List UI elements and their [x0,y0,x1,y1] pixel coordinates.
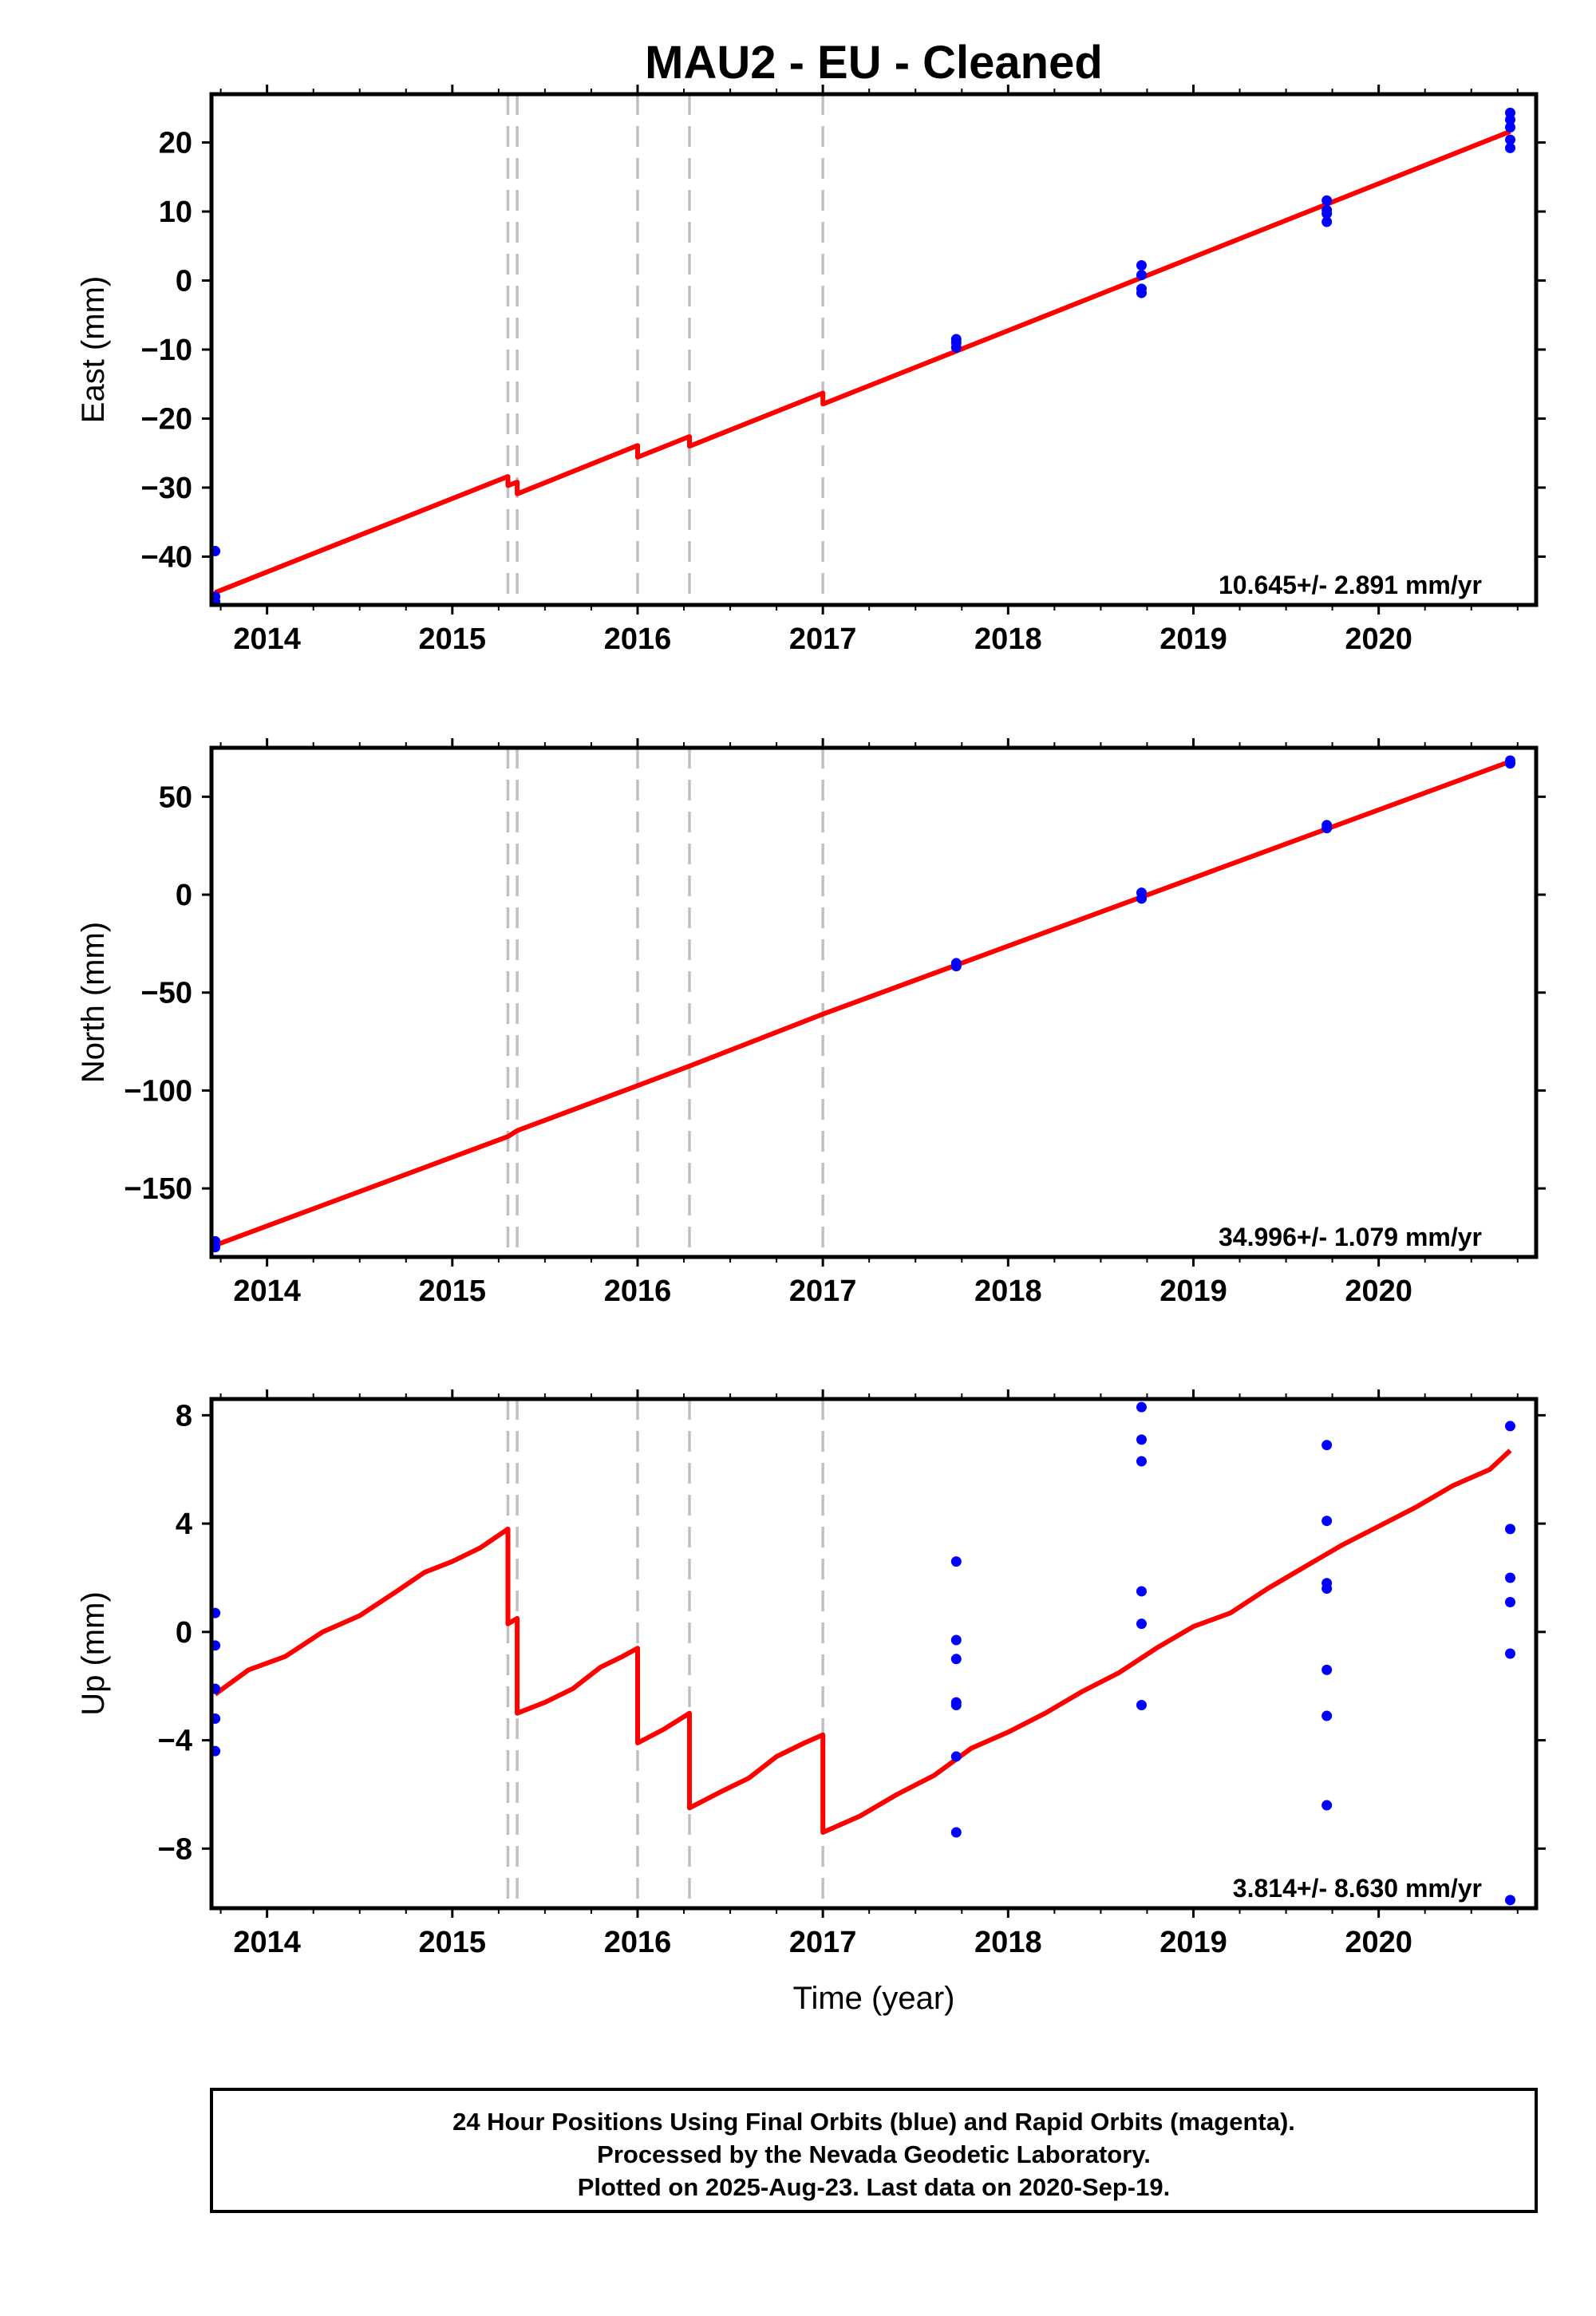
east-data-point [1321,208,1333,219]
up-y-tick-label: 8 [176,1399,192,1433]
up-data-point [1504,1895,1515,1906]
up-x-tick-label: 2014 [233,1926,301,1959]
x-axis-label: Time (year) [793,1981,955,2016]
east-x-tick-label: 2014 [233,622,301,656]
north-panel: 2014 2015 2016 2017 2018 2019 2020 −150 −100 −50 0… [76,738,1546,1308]
east-y-tick-label: 20 [159,127,192,160]
north-y-tick-label: −150 [124,1172,192,1206]
east-y-axis-label: East (mm) [76,276,111,423]
east-y-tick-label: 0 [176,265,192,298]
east-x-tick-label: 2018 [974,622,1042,656]
north-data-point [1504,758,1515,769]
up-data-point [1321,1440,1333,1451]
up-data-point [1504,1524,1515,1535]
up-data-point [1321,1800,1333,1811]
east-y-tick-label: −30 [141,472,192,505]
north-x-tick-label: 2019 [1159,1275,1227,1308]
north-y-tick-label: 0 [176,879,192,912]
east-x-tick-label: 2020 [1345,622,1412,656]
up-x-tick-label: 2020 [1345,1926,1412,1959]
north-y-tick-label: −100 [124,1074,192,1108]
footer-line-1: 24 Hour Positions Using Final Orbits (bl… [452,2108,1295,2136]
east-data-point [1504,142,1515,153]
east-y-tick-label: 10 [159,196,192,229]
up-data-point [950,1556,962,1567]
up-rate-label: 3.814+/- 8.630 mm/yr [1233,1874,1482,1903]
up-data-point [1321,1516,1333,1527]
north-x-tick-label: 2016 [604,1275,672,1308]
east-plot-frame [209,92,1539,607]
east-data-point [950,342,962,353]
up-data-point [1321,1583,1333,1595]
figure-title: MAU2 - EU - Cleaned [645,37,1103,89]
up-data-point [950,1827,962,1838]
up-data-point [1136,1699,1147,1710]
east-data-point [1504,134,1515,145]
footer-box [210,2088,1538,2213]
east-panel: 2014 2015 2016 2017 2018 2019 2020 −40 −30 −20 −10… [76,85,1546,656]
up-data-point [1321,1664,1333,1675]
up-x-tick-label: 2015 [419,1926,487,1959]
up-x-tick-label: 2019 [1159,1926,1227,1959]
up-data-point [1136,1401,1147,1413]
east-data-point [1321,216,1333,227]
up-data-point [1136,1586,1147,1597]
up-data-point [1504,1421,1515,1432]
east-y-tick-label: −10 [141,334,192,367]
east-data-point [1136,287,1147,298]
east-data-point [1136,270,1147,281]
north-y-tick-label: 50 [159,781,192,814]
north-x-tick-label: 2020 [1345,1275,1412,1308]
footer-line-3: Plotted on 2025-Aug-23. Last data on 202… [578,2173,1170,2201]
north-data-point [1321,823,1333,834]
up-model-line [213,1448,1512,1835]
up-data-point [1136,1456,1147,1467]
up-data-point [950,1654,962,1665]
up-data-point [1504,1597,1515,1608]
up-data-point [1504,1572,1515,1583]
north-data-point [950,961,962,972]
up-data-point [950,1634,962,1646]
east-data-point [1504,122,1515,133]
north-y-tick-label: −50 [141,977,192,1010]
north-model-line [214,759,1511,1248]
east-y-tick-label: −20 [141,402,192,436]
north-x-tick-label: 2015 [419,1275,487,1308]
east-x-tick-label: 2015 [419,622,487,656]
east-x-tick-label: 2019 [1159,622,1227,656]
up-data-point [1136,1434,1147,1445]
up-plot-frame [209,1397,1539,1911]
up-y-axis-label: Up (mm) [76,1591,111,1716]
footer-line-2: Processed by the Nevada Geodetic Laborat… [597,2140,1151,2168]
up-y-tick-label: 4 [176,1508,192,1541]
east-y-tick-label: −40 [141,540,192,574]
up-x-tick-label: 2017 [789,1926,857,1959]
up-y-tick-label: −4 [158,1725,192,1758]
up-data-point [950,1751,962,1762]
east-x-tick-label: 2016 [604,622,672,656]
north-rate-label: 34.996+/- 1.079 mm/yr [1219,1223,1482,1251]
up-data-point [950,1699,962,1710]
up-data-point [1136,1618,1147,1630]
east-x-tick-label: 2017 [789,622,857,656]
up-x-tick-label: 2016 [604,1926,672,1959]
east-data-point [1504,114,1515,125]
east-model-line [214,128,1511,595]
north-x-tick-label: 2018 [974,1275,1042,1308]
north-plot-frame [209,745,1539,1259]
north-x-tick-label: 2017 [789,1275,857,1308]
up-x-tick-label: 2018 [974,1926,1042,1959]
up-panel: 2014 2015 2016 2017 2018 2019 2020 −8 −4 0 4 8 Up (m… [76,1389,1546,1959]
up-y-tick-label: 0 [176,1616,192,1650]
north-x-tick-label: 2014 [233,1275,301,1308]
east-data-point [1136,259,1147,271]
east-rate-label: 10.645+/- 2.891 mm/yr [1219,571,1482,599]
east-data-point [1321,195,1333,206]
up-data-point [1504,1648,1515,1659]
north-data-point [1136,893,1147,904]
north-y-axis-label: North (mm) [76,922,111,1083]
up-y-tick-label: −8 [158,1832,192,1866]
up-data-point [1321,1710,1333,1721]
